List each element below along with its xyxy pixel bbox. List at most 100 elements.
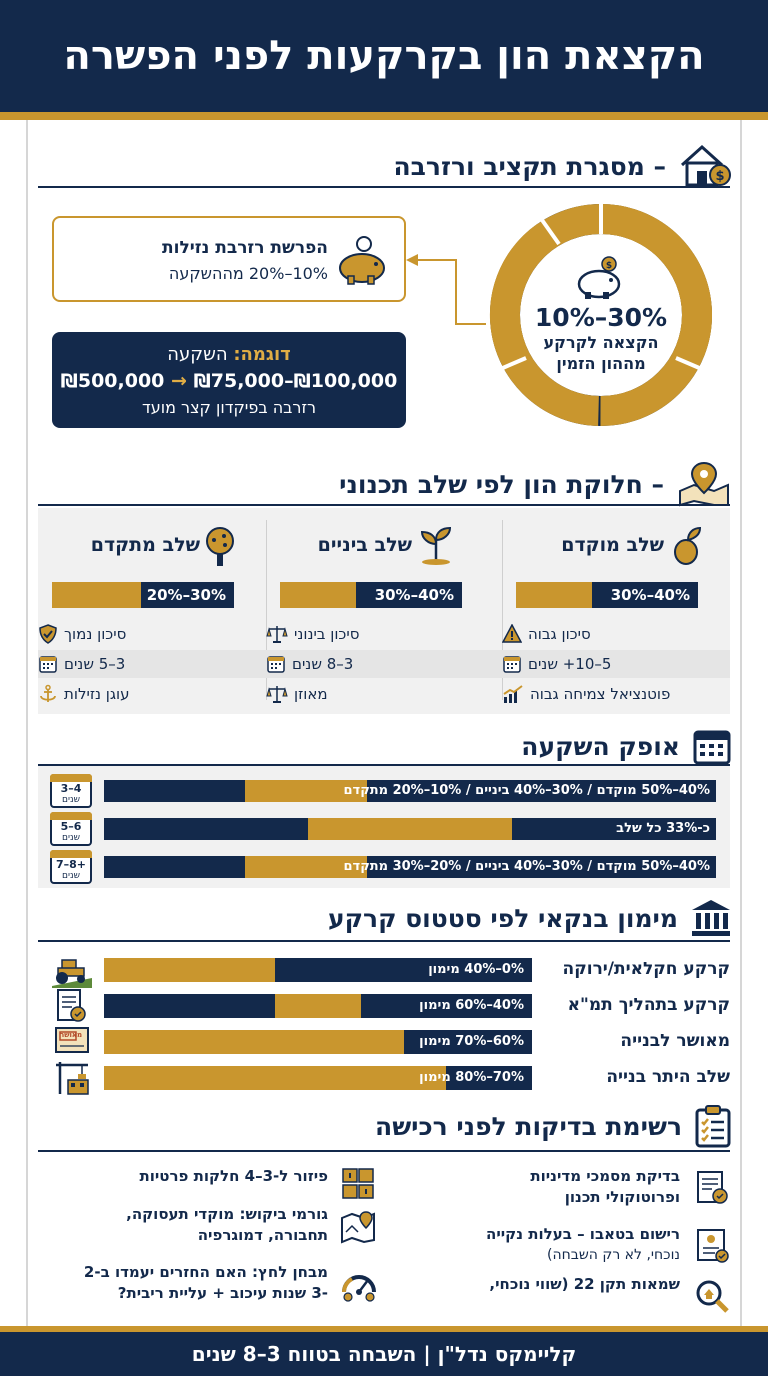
checklist-section-divider	[38, 1150, 730, 1152]
checklist-item-line2: -3 שנות עיכוב + עליית ריבית?	[117, 1284, 328, 1302]
horizon-bar-mid-segment	[245, 780, 367, 802]
map-icon	[340, 1208, 376, 1244]
horizon-allocation-bar: 40%–50% מוקדם / 30%–40% ביניים / 20%–30%…	[104, 856, 716, 878]
financing-bar-label: 70%–80% מימון	[419, 1070, 524, 1085]
horizon-bar-label: 40%–50% מוקדם / 30%–40% ביניים / 20%–30%…	[343, 859, 711, 874]
example-amounts: ₪500,000 → ₪75,000–₪100,000	[52, 370, 406, 392]
shield-icon	[38, 624, 58, 644]
donut-percent: 10%–30%	[534, 302, 668, 332]
stage-column: שלב מוקדם 30%–40% סיכון גבוה 5–10+ שנים פוטנ…	[502, 508, 730, 714]
sprout-icon	[416, 526, 456, 566]
stage-attribute-row: 3–5 שנים	[38, 650, 266, 678]
stage-attribute-text: 3–8 שנים	[292, 655, 354, 673]
horizon-years: 5–6	[60, 820, 82, 833]
financing-section-header: מימון בנקאי לפי סטטוס קרקע	[328, 898, 732, 938]
stage-attribute-text: סיכון נמוך	[64, 625, 127, 643]
horizon-allocation-bar: כ-33% כל שלב	[104, 818, 716, 840]
house-money-icon: $	[678, 143, 732, 189]
stage-title: שלב ביניים	[317, 534, 412, 556]
calendar-icon	[502, 654, 522, 674]
financing-bar-fill	[104, 1066, 446, 1090]
checklist-item-line1: בדיקת מסמכי מדיניות	[530, 1167, 680, 1185]
budget-section-divider	[38, 186, 730, 188]
financing-bar-fill	[104, 958, 275, 982]
approved-stamp-text: מאושר	[60, 1031, 83, 1039]
magnifier-icon	[694, 1278, 730, 1314]
checklist-section-header: רשימת בדיקות לפני רכישה	[375, 1104, 732, 1148]
donut-label-2: מההון הזמין	[556, 353, 646, 373]
budget-section-title: – מסגרת תקציב ורזרבה	[393, 151, 666, 181]
footer: קליימקס נדל"ן | השבחה בטווח 3–8 שנים	[0, 1332, 768, 1376]
stage-attribute-text: פוטנציאל צמיחה גבוה	[530, 685, 671, 703]
horizon-allocation-bar: 40%–50% מוקדם / 30%–40% ביניים / 10%–20%…	[104, 780, 716, 802]
horizon-bar-mid-segment	[308, 818, 512, 840]
stage-attribute-row: עוגן נזילות	[38, 680, 266, 708]
financing-status-label: קרקע בתהליך תמ"א	[567, 995, 730, 1015]
checklist-item-line2: ופרוטוקולי תכנון	[564, 1188, 680, 1206]
example-total: ₪500,000	[60, 370, 165, 392]
calendar-icon	[266, 654, 286, 674]
stages-panel	[38, 508, 730, 714]
financing-bar-label: 0%–40% מימון	[428, 962, 524, 977]
stage-attribute-text: 3–5 שנים	[64, 655, 126, 673]
stage-bar-fill	[52, 582, 141, 608]
scale-icon	[266, 684, 288, 704]
financing-bar-navy-segment	[104, 994, 275, 1018]
stage-attribute-row: סיכון בינוני	[266, 620, 502, 648]
stage-title: שלב מוקדם	[561, 534, 664, 556]
horizon-years-unit: שנים	[62, 833, 80, 843]
stage-allocation-bar: 30%–40%	[280, 582, 462, 608]
stage-bar-label: 20%–30%	[146, 586, 226, 604]
stage-attribute-text: עוגן נזילות	[64, 685, 130, 703]
checklist-item-line1: גורמי ביקוש: מוקדי תעסוקה,	[126, 1205, 328, 1223]
donut-center: $ 10%–30% הקצאה לקרקע מההון הזמין	[486, 200, 716, 430]
financing-bar: 70%–80% מימון	[104, 1066, 532, 1090]
stage-attribute-text: מאוזן	[294, 685, 328, 703]
svg-text:$: $	[606, 261, 612, 271]
calendar-icon	[692, 726, 732, 766]
stress-gauge-icon	[340, 1266, 378, 1302]
stage-allocation-bar: 20%–30%	[52, 582, 234, 608]
checklist-item: בדיקת מסמכי מדיניות ופרוטוקולי תכנון	[440, 1166, 680, 1208]
horizon-bar-label: כ-33% כל שלב	[616, 821, 710, 836]
financing-section-divider	[38, 940, 730, 942]
growth-chart-icon	[502, 684, 524, 704]
checklist-item-line2: תחבורה, דמוגרפיה	[197, 1226, 328, 1244]
stage-divider	[502, 520, 503, 700]
financing-bar-label: 60%–70% מימון	[419, 1034, 524, 1049]
warning-icon	[502, 624, 522, 644]
example-note: רזרבה בפיקדון קצר מועד	[141, 398, 317, 417]
stage-bar-label: 30%–40%	[610, 586, 690, 604]
checklist-item: רישום בטאבו – בעלות נקייה נוכחי, לא רק הש…	[440, 1224, 680, 1266]
map-pin-icon	[676, 461, 732, 507]
connector-arrow	[406, 254, 486, 325]
checklist-item-line1: מבחן לחץ: האם החזרים יעמדו ב-2	[83, 1263, 328, 1281]
clipboard-icon	[694, 1104, 732, 1148]
checklist-item-line1: רישום בטאבו – בעלות נקייה	[486, 1225, 680, 1243]
financing-status-label: מאושר לבנייה	[620, 1031, 730, 1051]
checklist-item: מבחן לחץ: האם החזרים יעמדו ב-2 -3 שנות עי…	[38, 1262, 328, 1304]
stages-section-header: – חלוקת הון לפי שלב תכנוני	[339, 461, 732, 507]
budget-section-header: $ – מסגרת תקציב ורזרבה	[393, 143, 732, 189]
stage-title: שלב מתקדם	[90, 534, 200, 556]
horizon-years-unit: שנים	[62, 871, 80, 881]
reserve-subtitle: 10%–20% מההשקעה	[168, 264, 328, 283]
reserve-box: הפרשת רזרבת נזילות 10%–20% מההשקעה	[52, 216, 406, 302]
checklist-item: פיזור ל-3–4 חלקות פרטיות	[38, 1166, 328, 1187]
checklist-item-line1: שמאות תקן 22 (שווי נוכחי,	[489, 1275, 680, 1293]
example-arrow: →	[171, 370, 187, 392]
scale-icon	[266, 624, 288, 644]
policy-document-icon	[694, 1170, 730, 1206]
stages-section-divider	[38, 504, 730, 506]
stage-attribute-row: 5–10+ שנים	[502, 650, 730, 678]
horizon-calendar-icon: 3–4 שנים	[50, 774, 92, 808]
stage-bar-fill	[280, 582, 356, 608]
horizon-section-header: אופק השקעה	[521, 726, 732, 766]
parcels-icon	[340, 1166, 376, 1202]
piggy-bank-icon: $	[573, 256, 629, 304]
financing-bar-fill	[104, 1030, 404, 1054]
horizon-calendar-icon: 5–6 שנים	[50, 812, 92, 846]
reserve-title: הפרשת רזרבת נזילות	[162, 238, 328, 258]
checklist-section-title: רשימת בדיקות לפני רכישה	[375, 1111, 682, 1141]
footer-gold-stripe	[0, 1326, 768, 1332]
